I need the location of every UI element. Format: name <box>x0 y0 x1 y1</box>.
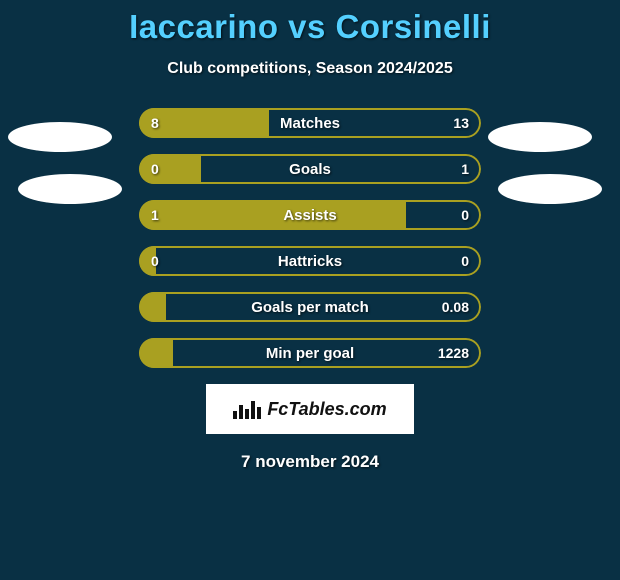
stat-value-right: 1228 <box>426 338 481 368</box>
stat-label: Goals <box>139 154 481 184</box>
fctables-label: FcTables.com <box>267 399 386 420</box>
stat-row: Goals0 1 <box>139 154 481 184</box>
fctables-watermark: FcTables.com <box>206 384 414 434</box>
player-badge <box>8 122 112 152</box>
stat-value-right: 0 <box>449 246 481 276</box>
stat-value-right: 1 <box>449 154 481 184</box>
stat-row: Min per goal1228 <box>139 338 481 368</box>
stat-row: Hattricks0 0 <box>139 246 481 276</box>
stat-value-left: 0 <box>139 246 171 276</box>
player-badge <box>498 174 602 204</box>
stat-label: Assists <box>139 200 481 230</box>
comparison-rows: Matches813Goals01Assists10Hattricks00Goa… <box>139 108 481 368</box>
subtitle: Club competitions, Season 2024/2025 <box>0 60 620 78</box>
stat-row: Goals per match0.08 <box>139 292 481 322</box>
stat-value-left: 0 <box>139 154 171 184</box>
stat-label: Matches <box>139 108 481 138</box>
stat-label: Hattricks <box>139 246 481 276</box>
stat-value-right: 13 <box>441 108 481 138</box>
player-badge <box>488 122 592 152</box>
stat-value-left: 8 <box>139 108 171 138</box>
stat-row: Assists1 0 <box>139 200 481 230</box>
page-title: Iaccarino vs Corsinelli <box>0 0 620 46</box>
date: 7 november 2024 <box>0 452 620 472</box>
fctables-logo-icon <box>233 399 261 419</box>
stat-value-right: 0 <box>449 200 481 230</box>
stat-value-right: 0.08 <box>430 292 481 322</box>
player-badge <box>18 174 122 204</box>
stat-value-left: 1 <box>139 200 171 230</box>
stat-row: Matches8 13 <box>139 108 481 138</box>
